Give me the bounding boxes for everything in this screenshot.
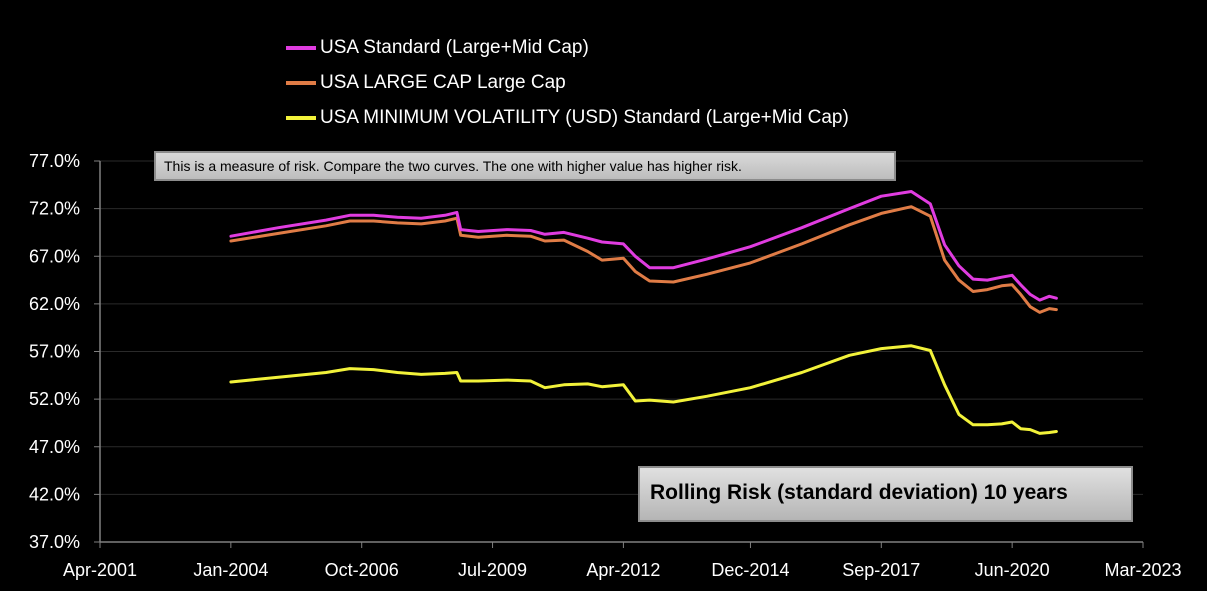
legend-label: USA LARGE CAP Large Cap	[320, 71, 566, 93]
gridlines	[100, 160, 1143, 495]
risk-note: This is a measure of risk. Compare the t…	[154, 151, 896, 181]
y-tick-label: 72.0%	[29, 199, 80, 219]
x-tick-label: Apr-2001	[63, 560, 137, 580]
y-tick-label: 42.0%	[29, 484, 80, 504]
legend-swatch	[286, 45, 316, 50]
legend-item-usa-standard[interactable]: USA Standard (Large+Mid Cap)	[286, 30, 849, 65]
y-tick-label: 52.0%	[29, 389, 80, 409]
legend-swatch	[286, 115, 316, 120]
y-tick-label: 57.0%	[29, 342, 80, 362]
y-tick-labels: 37.0% 42.0% 47.0% 52.0% 57.0% 62.0% 67.0% 72.0%…	[29, 151, 100, 552]
y-tick-label: 47.0%	[29, 437, 80, 457]
x-tick-label: Jul-2009	[458, 560, 527, 580]
series-line-usa-large-cap[interactable]	[229, 205, 1058, 314]
legend-item-usa-large-cap[interactable]: USA LARGE CAP Large Cap	[286, 65, 849, 100]
x-tick-label: Oct-2006	[325, 560, 399, 580]
legend: USA Standard (Large+Mid Cap) USA LARGE C…	[286, 30, 849, 135]
x-tick-labels: Apr-2001 Jan-2004 Oct-2006 Jul-2009 Apr-2012…	[63, 542, 1182, 580]
y-tick-label: 67.0%	[29, 246, 80, 266]
x-tick-label: Jun-2020	[975, 560, 1050, 580]
legend-swatch	[286, 80, 316, 85]
y-tick-label: 37.0%	[29, 532, 80, 552]
series-line-usa-min-vol[interactable]	[229, 344, 1058, 435]
x-tick-label: Apr-2012	[586, 560, 660, 580]
y-tick-label: 77.0%	[29, 151, 80, 171]
y-tick-label: 62.0%	[29, 294, 80, 314]
series-line-usa-standard[interactable]	[229, 190, 1058, 302]
legend-item-usa-min-vol[interactable]: USA MINIMUM VOLATILITY (USD) Standard (L…	[286, 100, 849, 135]
x-tick-label: Mar-2023	[1104, 560, 1181, 580]
series-lines	[229, 190, 1058, 435]
x-tick-label: Dec-2014	[711, 560, 789, 580]
legend-label: USA MINIMUM VOLATILITY (USD) Standard (L…	[320, 106, 849, 128]
chart-title: Rolling Risk (standard deviation) 10 yea…	[638, 466, 1133, 522]
legend-label: USA Standard (Large+Mid Cap)	[320, 36, 589, 58]
x-tick-label: Jan-2004	[193, 560, 268, 580]
x-tick-label: Sep-2017	[842, 560, 920, 580]
